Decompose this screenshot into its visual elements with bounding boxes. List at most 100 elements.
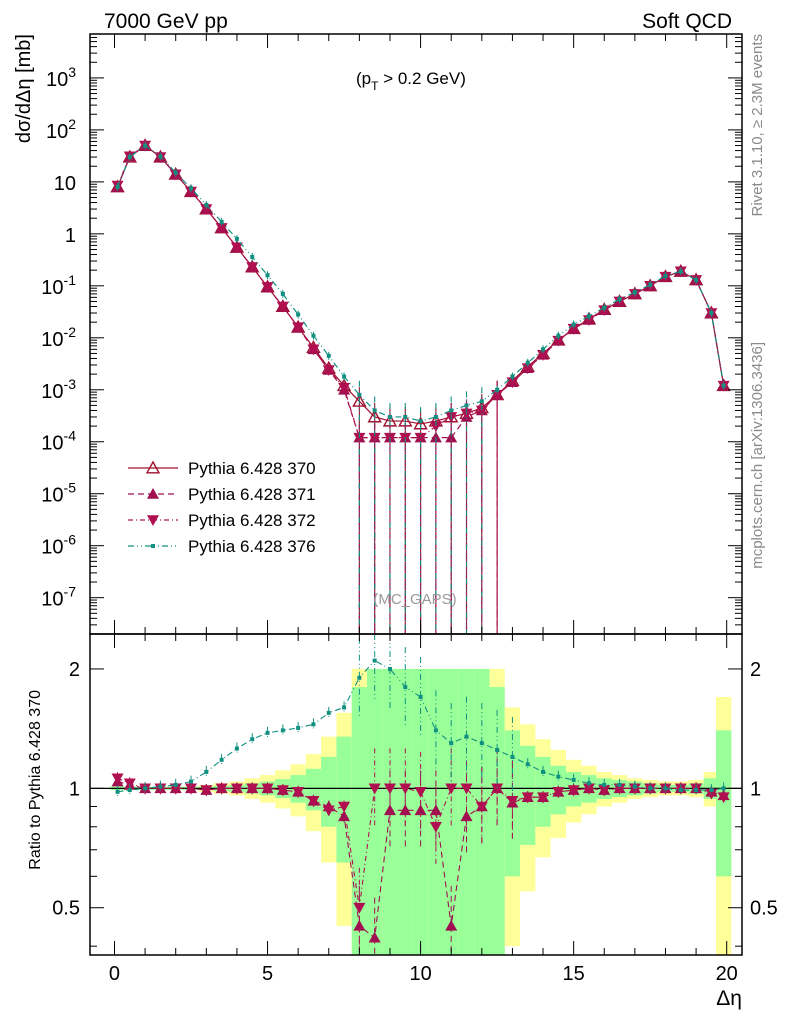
data-point	[158, 154, 163, 159]
data-point	[230, 242, 243, 254]
ratio-axis-layer: 0.5 0.51 12 20 5 10 15 20	[52, 634, 778, 985]
ratio-y-tick-label: 2	[69, 659, 80, 681]
ratio-point	[429, 804, 442, 816]
ratio-point	[387, 666, 392, 671]
data-point	[464, 403, 469, 408]
data-point	[215, 223, 228, 234]
data-point	[357, 392, 362, 397]
y-tick-label: 10-6	[41, 532, 76, 559]
data-point	[449, 408, 454, 413]
ratio-point	[678, 788, 683, 793]
ratio-point	[230, 783, 243, 795]
band-green	[305, 768, 322, 811]
rivet-label: Rivet 3.1.10, ≥ 2.3M events	[749, 34, 766, 217]
ratio-line	[117, 659, 724, 793]
legend-label: Pythia 6.428 372	[188, 511, 316, 530]
band-green	[351, 687, 368, 955]
data-point	[307, 344, 320, 356]
data-point	[525, 360, 530, 365]
ratio-point	[292, 787, 305, 798]
data-point	[602, 305, 607, 310]
data-point	[387, 414, 392, 419]
ratio-point	[613, 783, 626, 795]
y-tick-label: 1	[65, 225, 76, 247]
main-y-axis-label: dσ/dΔη [mb]	[13, 34, 35, 143]
x-tick-label: 15	[563, 963, 585, 985]
data-point	[311, 333, 316, 338]
data-point	[663, 273, 668, 278]
ratio-point	[280, 728, 285, 733]
data-point	[367, 409, 382, 423]
legend-label: Pythia 6.428 370	[188, 459, 316, 478]
data-point	[506, 377, 519, 389]
ratio-point	[276, 785, 289, 797]
ratio-point	[491, 783, 504, 795]
ratio-point	[296, 725, 301, 730]
header-left: 7000 GeV pp	[104, 10, 228, 33]
legend-marker	[145, 460, 161, 474]
ratio-point	[429, 821, 442, 833]
ratio-point	[311, 722, 316, 727]
ratio-point	[215, 783, 228, 795]
data-point	[353, 432, 366, 444]
ratio-series-2	[115, 634, 726, 798]
data-point	[372, 408, 377, 413]
data-point	[556, 333, 561, 338]
series-line	[116, 144, 725, 425]
data-point	[338, 382, 351, 394]
data-point	[115, 184, 120, 189]
ratio-y-tick-label: 1	[69, 778, 80, 800]
ratio-point	[582, 783, 595, 795]
data-point	[495, 387, 500, 392]
data-point	[445, 431, 458, 443]
data-point	[418, 419, 423, 424]
ratio-point	[143, 786, 148, 791]
y-tick-label: 103	[46, 64, 76, 91]
legend-label: Pythia 6.428 376	[188, 537, 316, 556]
ratio-point	[552, 787, 565, 798]
ratio-point	[399, 783, 412, 795]
x-tick-label: 10	[409, 963, 431, 985]
ratio-point	[338, 810, 351, 822]
data-point	[678, 269, 683, 274]
data-point	[342, 374, 347, 379]
data-point	[479, 399, 484, 404]
y-tick-label: 10-1	[41, 272, 76, 299]
y-tick-label: 10	[54, 173, 76, 195]
data-point	[322, 365, 335, 377]
ratio-point	[250, 737, 255, 742]
band-green	[715, 730, 732, 877]
data-point	[552, 335, 565, 347]
ratio-point	[372, 658, 377, 663]
ratio-point	[342, 705, 347, 710]
ratio-point	[602, 782, 607, 787]
ratio-point	[307, 796, 320, 807]
ratio-point	[173, 782, 178, 787]
ratio-point	[475, 801, 488, 813]
data-point	[276, 301, 289, 313]
legend: Pythia 6.428 370 Pythia 6.428 371 Pythia 6…	[128, 459, 316, 556]
ratio-point	[200, 785, 213, 797]
ratio-point	[123, 778, 136, 790]
data-point	[403, 414, 408, 419]
ratio-point	[632, 784, 637, 789]
ratio-point	[445, 783, 458, 795]
main-panel: 10-7 10-6 10-5 10-4 10-3 10-2 10-1 1 10 102 103 (p…	[13, 33, 743, 635]
x-tick-label: 20	[716, 963, 738, 985]
ratio-point	[586, 781, 591, 786]
ratio-point	[368, 783, 381, 795]
ratio-point	[598, 785, 611, 797]
series-line	[116, 144, 725, 439]
mcplots-label: mcplots.cern.ch [arXiv:1306.3436]	[749, 342, 766, 569]
data-point	[433, 414, 438, 419]
y-tick-label: 102	[46, 116, 76, 143]
series-2	[111, 140, 730, 634]
ratio-point	[158, 784, 163, 789]
ratio-point	[219, 757, 224, 762]
data-point	[292, 322, 305, 334]
ratio-frame	[89, 633, 743, 956]
ratio-point	[537, 792, 550, 804]
ratio-point	[694, 788, 699, 793]
ratio-series-layer	[90, 634, 742, 955]
